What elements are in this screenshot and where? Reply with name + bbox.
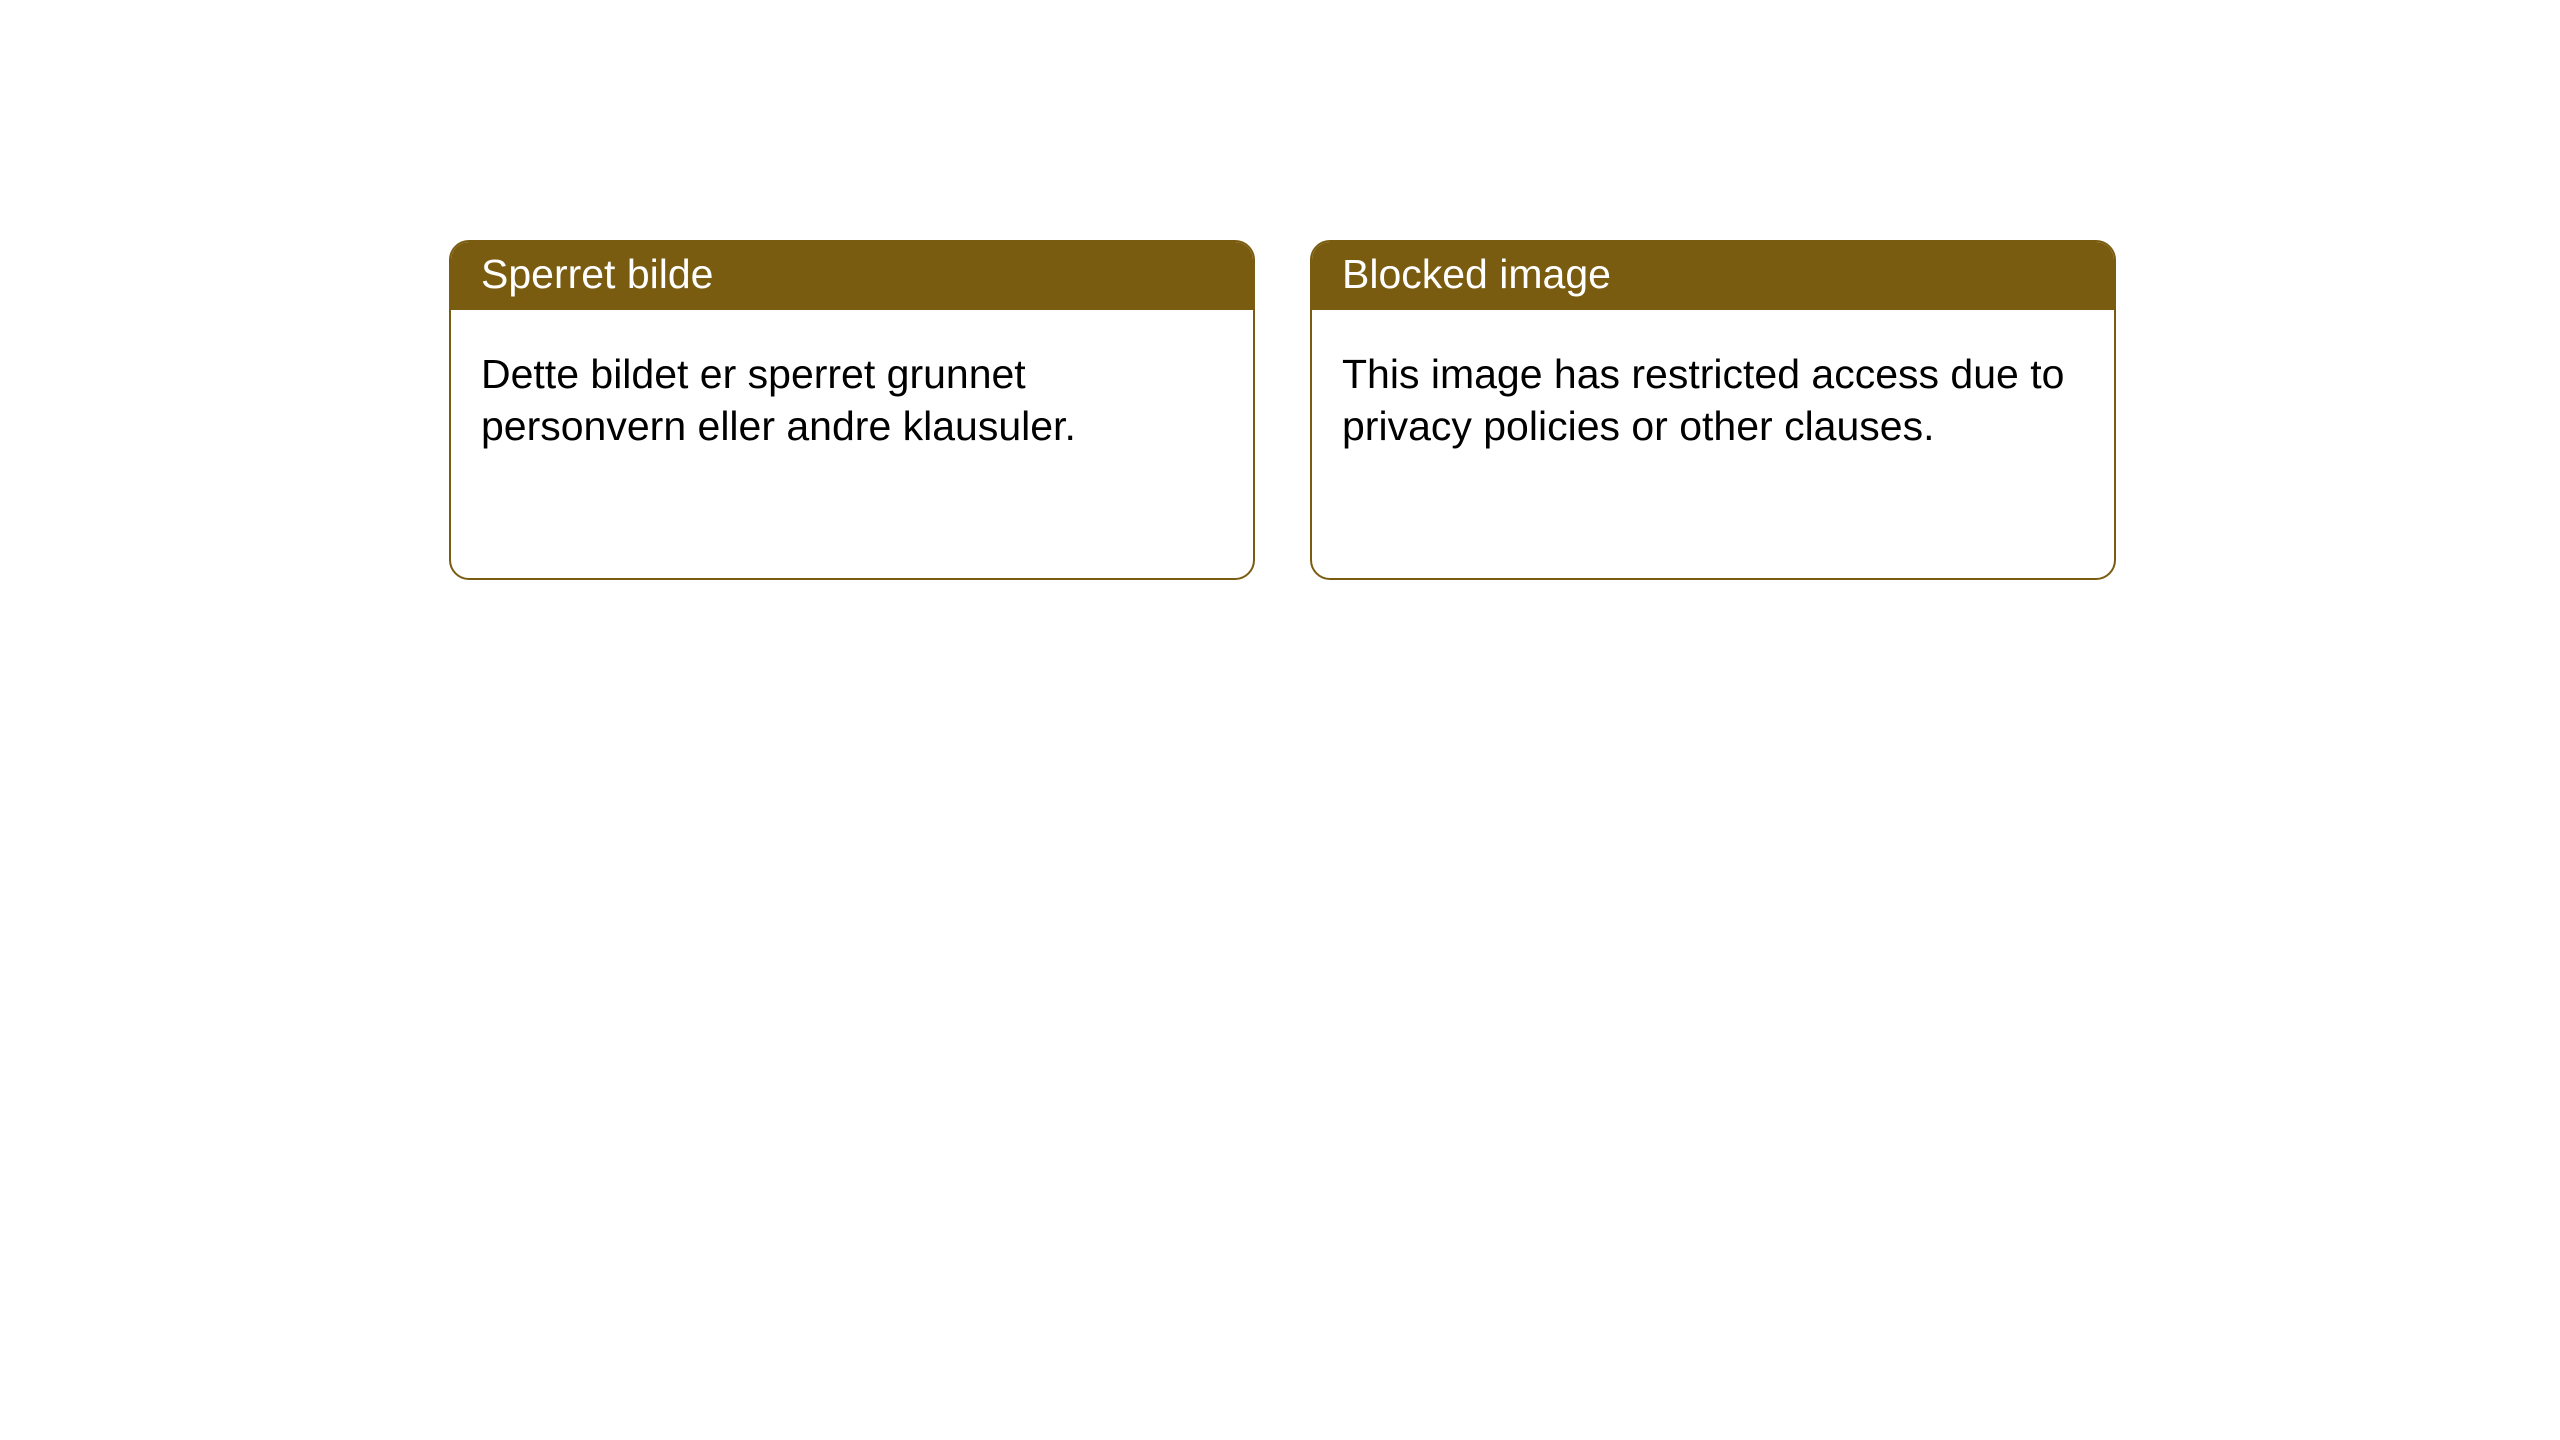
card-header-title: Blocked image — [1342, 251, 1611, 297]
card-body-text: Dette bildet er sperret grunnet personve… — [481, 351, 1076, 449]
blocked-image-card-english: Blocked image This image has restricted … — [1310, 240, 2116, 580]
card-body-english: This image has restricted access due to … — [1312, 310, 2114, 483]
card-header-english: Blocked image — [1312, 242, 2114, 310]
blocked-image-card-norwegian: Sperret bilde Dette bildet er sperret gr… — [449, 240, 1255, 580]
blocked-image-cards-row: Sperret bilde Dette bildet er sperret gr… — [449, 240, 2116, 580]
card-header-title: Sperret bilde — [481, 251, 713, 297]
card-body-norwegian: Dette bildet er sperret grunnet personve… — [451, 310, 1253, 483]
card-body-text: This image has restricted access due to … — [1342, 351, 2064, 449]
card-header-norwegian: Sperret bilde — [451, 242, 1253, 310]
